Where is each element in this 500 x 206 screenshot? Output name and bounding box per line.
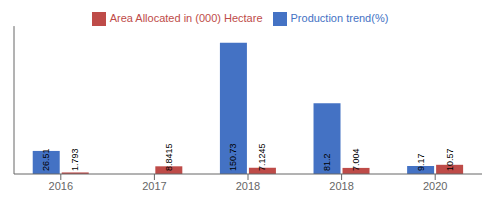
html-text:Area Allocated in (000) Hectar: Area Allocated in (000) Hectare	[109, 12, 263, 24]
svg-text:7.1245: 7.1245	[257, 143, 267, 171]
svg-text:2017: 2017	[142, 180, 166, 192]
svg-text:2018: 2018	[236, 180, 260, 192]
html-text:Production trend(%): Production trend(%)	[290, 12, 389, 24]
svg-text:7.004: 7.004	[351, 148, 361, 171]
svg-text:26.51: 26.51	[41, 148, 51, 171]
svg-text:2018: 2018	[329, 180, 353, 192]
svg-text:1.793: 1.793	[70, 148, 80, 171]
svg-text:2020: 2020	[423, 180, 447, 192]
svg-text:9.17: 9.17	[416, 153, 426, 171]
svg-text:10.57: 10.57	[445, 148, 455, 171]
svg-text:81.2: 81.2	[322, 153, 332, 171]
svg-text:2016: 2016	[49, 180, 73, 192]
svg-text:150.73: 150.73	[228, 143, 238, 171]
svg-text:8.8415: 8.8415	[164, 143, 174, 171]
